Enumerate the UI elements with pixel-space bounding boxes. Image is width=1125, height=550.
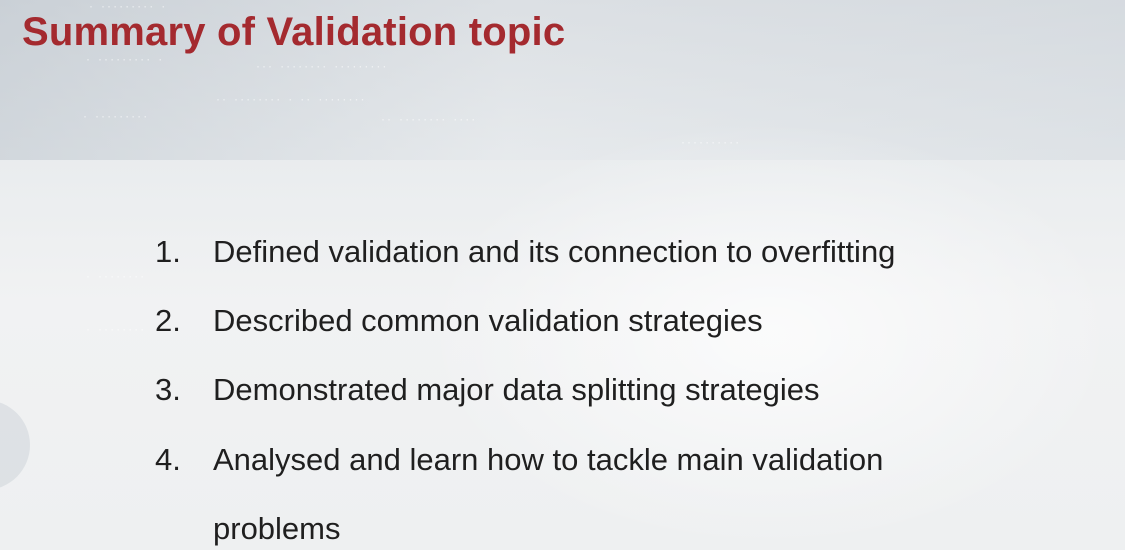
background-texture: ··· ········ ········· <box>255 62 388 73</box>
slide-title: Summary of Validation topic <box>22 10 566 54</box>
list-item: 2. Described common validation strategie… <box>155 301 1055 341</box>
background-circle <box>0 400 30 490</box>
list-item-text: Demonstrated major data splitting strate… <box>213 372 820 407</box>
list-item: 1. Defined validation and its connection… <box>155 232 1055 272</box>
background-glow <box>420 120 1120 550</box>
list-item-number: 3. <box>155 372 181 407</box>
background-texture: · ········ <box>85 325 146 336</box>
list-item-number: 2. <box>155 303 181 338</box>
background-texture: ·· ········ ···· <box>380 115 477 126</box>
list-item: 4. Analysed and learn how to tackle main… <box>155 425 1055 550</box>
background-texture: ·········· <box>680 138 741 149</box>
summary-list: 1. Defined validation and its connection… <box>155 232 1055 550</box>
list-item-text: Described common validation strategies <box>213 303 763 338</box>
background-texture: · ········ <box>85 272 146 283</box>
list-item-text: Analysed and learn how to tackle main va… <box>213 442 884 546</box>
background-texture: ·· ········ · ·· ········ <box>215 95 366 106</box>
list-item-number: 4. <box>155 442 181 477</box>
list-item: 3. Demonstrated major data splitting str… <box>155 370 1055 410</box>
list-item-number: 1. <box>155 234 181 269</box>
background-texture: · ········· · <box>88 2 167 13</box>
background-texture: · ········· <box>82 112 149 123</box>
background-texture: · ········· · <box>85 55 164 66</box>
list-item-text: Defined validation and its connection to… <box>213 234 896 269</box>
